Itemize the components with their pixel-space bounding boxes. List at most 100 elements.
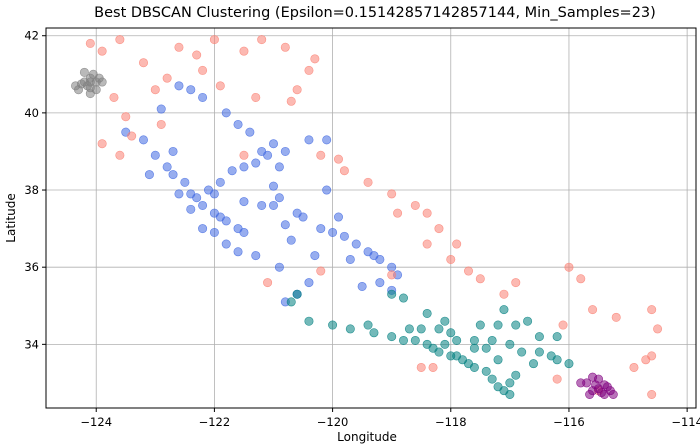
data-point [239,197,249,207]
y-tick-label: 34 [24,337,39,351]
data-point [310,251,320,261]
data-point [499,289,509,299]
data-point [428,362,438,372]
data-point [339,231,349,241]
data-point [517,347,527,357]
data-point [198,224,208,234]
data-point [251,251,261,261]
data-point [257,35,267,45]
data-point [139,135,149,145]
data-point [292,85,302,95]
data-point [174,81,184,91]
data-point [304,135,314,145]
data-point [198,92,208,102]
data-point [505,378,515,388]
data-point [434,224,444,234]
data-point [345,254,355,264]
data-point [245,127,255,137]
data-point [333,154,343,164]
data-point [416,362,426,372]
data-points [71,35,663,399]
data-point [452,335,462,345]
data-point [647,389,657,399]
data-point [440,316,450,326]
data-point [274,162,284,172]
cluster-series-0 [121,81,403,307]
x-tick-label: −116 [553,415,585,429]
data-point [286,235,296,245]
data-point [552,332,562,342]
data-point [446,254,456,264]
data-point [345,324,355,334]
cluster-series-4 [576,372,618,399]
data-point [328,320,338,330]
data-point [239,46,249,56]
data-point [168,170,178,180]
data-point [534,347,544,357]
gridlines [46,28,696,408]
data-point [534,332,544,342]
data-point [552,355,562,365]
data-point [280,146,290,156]
data-point [227,166,237,176]
data-point [91,85,101,95]
data-point [469,362,479,372]
data-point [505,339,515,349]
data-point [239,227,249,237]
data-point [115,150,125,160]
data-point [375,254,385,264]
data-point [440,339,450,349]
data-point [387,270,397,280]
data-point [316,150,326,160]
data-point [333,212,343,222]
data-point [422,208,432,218]
data-point [404,324,414,334]
data-point [292,289,302,299]
data-point [387,332,397,342]
data-point [139,58,149,68]
data-point [251,92,261,102]
data-point [316,266,326,276]
data-point [653,324,663,334]
data-point [180,177,190,187]
data-point [304,65,314,75]
data-point [387,189,397,199]
data-point [629,362,639,372]
data-point [564,359,574,369]
data-point [576,274,586,284]
data-point [416,324,426,334]
data-point [387,262,397,272]
data-point [174,189,184,199]
data-point [493,355,503,365]
data-point [469,343,479,353]
data-point [475,274,485,284]
data-point [410,200,420,210]
data-point [434,324,444,334]
data-point [79,67,89,77]
data-point [469,335,479,345]
data-point [410,335,420,345]
y-axis-label: Latitude [4,193,18,242]
data-point [280,220,290,230]
data-point [233,247,243,257]
data-point [215,177,225,187]
data-point [221,216,231,226]
data-point [162,73,172,83]
data-point [115,35,125,45]
data-point [481,366,491,376]
data-point [310,54,320,64]
data-point [198,65,208,75]
data-point [363,320,373,330]
data-point [85,77,95,87]
data-point [186,204,196,214]
x-tick-label: −120 [317,415,349,429]
data-point [298,212,308,222]
cluster-series-2 [85,35,663,399]
data-point [209,227,219,237]
data-point [505,389,515,399]
data-point [109,92,119,102]
data-point [322,135,332,145]
cluster-series-1 [286,289,574,399]
data-point [387,289,397,299]
data-point [528,359,538,369]
